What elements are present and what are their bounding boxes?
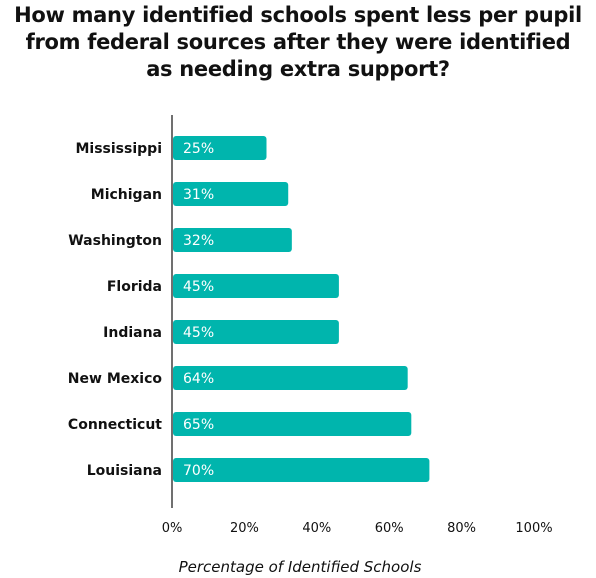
category-label: Connecticut: [68, 417, 162, 433]
x-tick-label: 20%: [230, 521, 259, 536]
category-label: Washington: [68, 233, 162, 249]
bar: [173, 366, 408, 390]
category-label: Mississippi: [75, 141, 162, 157]
category-label: Florida: [107, 279, 162, 295]
bar: [173, 228, 292, 252]
chart-title-line-3: as needing extra support?: [146, 57, 450, 81]
data-label: 32%: [183, 233, 214, 249]
data-label: 65%: [183, 417, 214, 433]
data-label: 70%: [183, 463, 214, 479]
data-label: 64%: [183, 371, 214, 387]
category-label: Indiana: [103, 325, 162, 341]
bar-row: Washington 32%: [68, 228, 292, 252]
category-label: Louisiana: [87, 463, 162, 479]
bar-row: Florida 45%: [107, 274, 339, 298]
x-tick-label: 100%: [515, 521, 552, 536]
x-axis-ticks: 0% 20% 40% 60% 80% 100%: [162, 521, 553, 536]
bar: [173, 412, 412, 436]
bar: [173, 136, 267, 160]
bar-row: Mississippi 25%: [75, 136, 267, 160]
category-label: New Mexico: [68, 371, 163, 387]
x-tick-label: 80%: [447, 521, 476, 536]
bar-row: Michigan 31%: [91, 182, 289, 206]
data-label: 31%: [183, 187, 214, 203]
bar: [173, 458, 430, 482]
data-label: 45%: [183, 325, 214, 341]
x-tick-label: 0%: [162, 521, 183, 536]
bar-row: Indiana 45%: [103, 320, 339, 344]
x-tick-label: 60%: [375, 521, 404, 536]
x-tick-label: 40%: [302, 521, 331, 536]
x-axis-title: Percentage of Identified Schools: [179, 558, 422, 576]
chart-title: How many identified schools spent less p…: [0, 2, 596, 83]
chart-title-line-1: How many identified schools spent less p…: [14, 3, 582, 27]
category-label: Michigan: [91, 187, 162, 203]
chart-title-line-2: from federal sources after they were ide…: [25, 30, 571, 54]
bars-layer: Mississippi 25% Michigan 31% Washington 32% Fl…: [68, 136, 430, 482]
bar-row: Connecticut 65%: [68, 412, 412, 436]
data-label: 45%: [183, 279, 214, 295]
bar-row: New Mexico 64%: [68, 366, 408, 390]
bar-row: Louisiana 70%: [87, 458, 430, 482]
bar: [173, 182, 289, 206]
bar: [173, 274, 339, 298]
bar: [173, 320, 339, 344]
data-label: 25%: [183, 141, 214, 157]
